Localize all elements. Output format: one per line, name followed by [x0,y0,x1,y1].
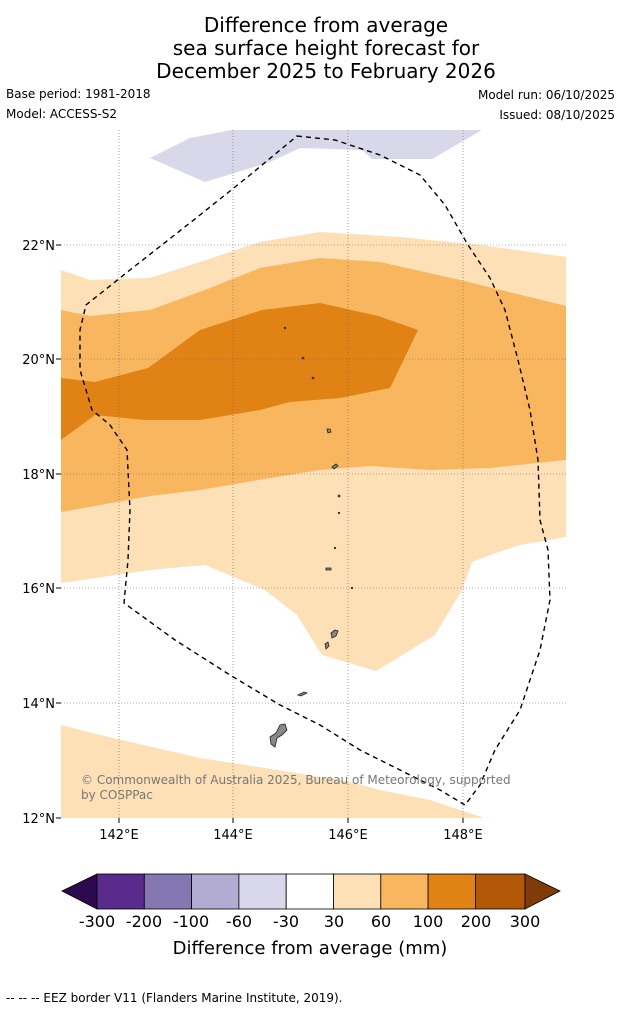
colorbar-segment-1 [96,873,145,910]
lon-label-146: 146°E [328,828,368,843]
colorbar-segment-3 [191,873,240,910]
lat-label-14: 14°N [22,697,55,712]
colorbar-tick-10: 300 [510,912,541,931]
colorbar-tick-2: -200 [126,912,162,931]
lat-label-18: 18°N [22,468,55,483]
issued-date: Issued: 08/10/2025 [499,108,615,122]
eez-border [79,135,551,806]
lat-label-22: 22°N [22,239,55,254]
colorbar-segment-8 [427,873,476,910]
islands [269,326,354,748]
colorbar-segment-7 [380,873,429,910]
contour-100-200-band [61,303,418,440]
island-guam [269,723,288,748]
island-saipan [330,629,339,639]
graticule [61,130,566,818]
colorbar-tick-5: -30 [273,912,299,931]
title-line-2: sea surface height forecast for [172,36,480,60]
colorbar-segment-4 [238,873,287,910]
island-anatahan [326,428,332,434]
colorbar-tick-8: 100 [413,912,444,931]
map-plot-area: © Commonwealth of Australia 2025, Bureau… [61,130,566,818]
lat-labels: 22°N 20°N 18°N 16°N 14°N 12°N [22,239,55,827]
lat-label-20: 20°N [22,353,55,368]
lon-labels: 142°E 144°E 146°E 148°E [99,828,483,843]
copyright-line-2: by COSPPac [81,788,153,802]
colorbar-tick-6: 30 [324,912,344,931]
lon-label-144: 144°E [213,828,253,843]
island-rota [296,691,309,697]
title-line-1: Difference from average [203,13,449,37]
colorbar-segment-6 [333,873,382,910]
colorbar-segment-2 [143,873,193,910]
colorbar-label: Difference from average (mm) [173,938,448,959]
lon-label-148: 148°E [443,828,483,843]
colorbar-tick-1: -300 [79,912,115,931]
model-run-date: Model run: 06/10/2025 [477,88,615,102]
lat-label-16: 16°N [22,582,55,597]
chart-title: Difference from average sea surface heig… [0,14,621,83]
colorbar-tick-3: -100 [173,912,209,931]
colorbar-segment-9 [474,873,526,910]
model-name: Model: ACCESS-S2 [6,107,118,121]
colorbar-tick-4: -60 [226,912,252,931]
island-pagan [331,463,339,470]
colorbar-extend-low [61,873,98,910]
base-period: Base period: 1981-2018 [6,87,151,101]
island-anatahan-south [325,567,332,571]
axis-ticks [56,244,464,823]
lon-label-142: 142°E [99,828,139,843]
lat-label-12: 12°N [22,812,55,827]
colorbar-segment-5 [285,873,334,910]
copyright-line-1: © Commonwealth of Australia 2025, Bureau… [81,773,511,787]
title-line-3: December 2025 to February 2026 [156,59,496,83]
colorbar-extend-high [524,873,561,910]
colorbar: -300 -200 -100 -60 -30 30 60 100 200 300… [61,873,561,959]
island-tinian [324,641,330,650]
colorbar-tick-9: 200 [461,912,492,931]
colorbar-tick-labels: -300 -200 -100 -60 -30 30 60 100 200 300 [79,912,540,931]
colorbar-tick-7: 60 [371,912,391,931]
eez-legend-note: -- -- -- EEZ border V11 (Flanders Marine… [6,991,343,1005]
contour-30-60-south-band [61,725,484,818]
